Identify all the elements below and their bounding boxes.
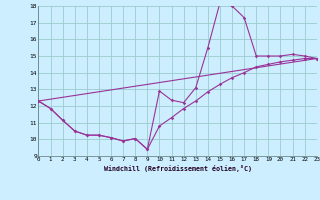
X-axis label: Windchill (Refroidissement éolien,°C): Windchill (Refroidissement éolien,°C) <box>104 165 252 172</box>
